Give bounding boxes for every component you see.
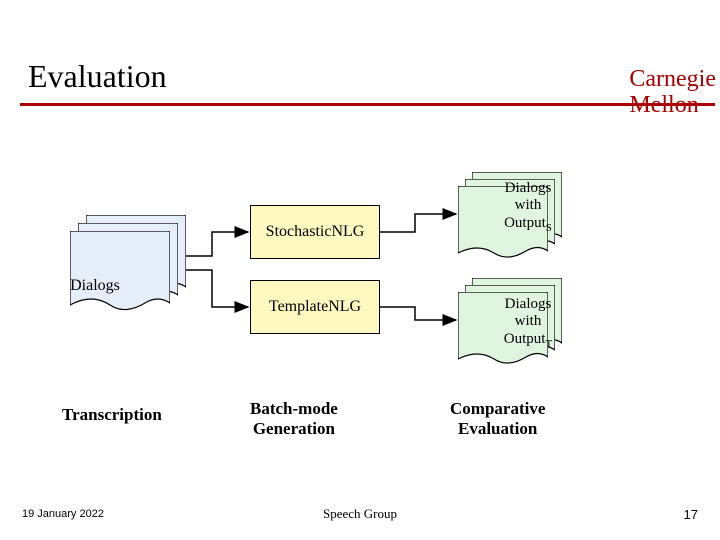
footer-date: 19 January 2022 [22,508,104,520]
dialogs-label: Dialogs [60,277,130,295]
stochastic-nlg-box: StochasticNLG [250,205,380,259]
output-t-label: DialogswithOutputT [488,296,568,350]
org-label: CarnegieMellon [629,66,716,119]
column-label-comparative: ComparativeEvaluation [450,399,545,438]
column-label-transcription: Transcription [62,405,162,425]
footer-center: Speech Group [323,506,397,522]
slide-title: Evaluation [28,58,167,95]
column-label-batch: Batch-modeGeneration [250,399,338,438]
output-s-label: DialogswithOutputS [488,180,568,234]
title-rule [20,103,715,106]
footer-page: 17 [684,507,698,522]
template-nlg-box: TemplateNLG [250,280,380,334]
